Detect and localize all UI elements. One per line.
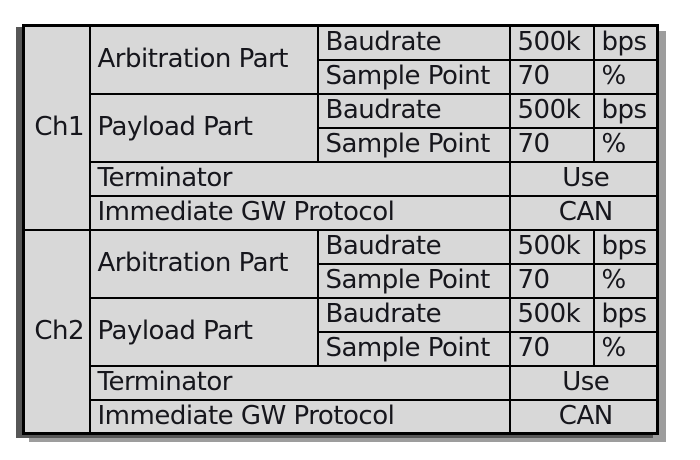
table-row: Terminator Use bbox=[24, 364, 659, 401]
terminator-value-cell: Use bbox=[508, 364, 659, 401]
can-config-table: Ch1 Arbitration Part Baudrate 500k bps S… bbox=[22, 24, 659, 435]
part-name-cell: Payload Part bbox=[88, 296, 319, 367]
table-row: Sample Point 70 % bbox=[24, 330, 659, 367]
param-value-cell: 500k bbox=[508, 24, 595, 61]
param-unit-cell: % bbox=[592, 126, 659, 163]
param-name-cell: Baudrate bbox=[316, 24, 511, 61]
param-value-cell: 70 bbox=[508, 330, 595, 367]
gw-protocol-name-cell: Immediate GW Protocol bbox=[88, 398, 511, 435]
table-row: Sample Point 70 % bbox=[24, 58, 659, 95]
gw-protocol-value-cell: CAN bbox=[508, 194, 659, 231]
param-value-cell: 70 bbox=[508, 262, 595, 299]
param-unit-cell: bps bbox=[592, 92, 659, 129]
param-value-cell: 70 bbox=[508, 126, 595, 163]
param-value-cell: 70 bbox=[508, 58, 595, 95]
part-name-cell: Arbitration Part bbox=[88, 24, 319, 95]
terminator-name-cell: Terminator bbox=[88, 364, 511, 401]
table-row: Sample Point 70 % bbox=[24, 126, 659, 163]
param-name-cell: Sample Point bbox=[316, 330, 511, 367]
param-value-cell: 500k bbox=[508, 92, 595, 129]
param-value-cell: 500k bbox=[508, 228, 595, 265]
part-name-cell: Payload Part bbox=[88, 92, 319, 163]
can-config-table-wrap: Ch1 Arbitration Part Baudrate 500k bps S… bbox=[22, 24, 659, 435]
param-name-cell: Sample Point bbox=[316, 58, 511, 95]
param-unit-cell: % bbox=[592, 58, 659, 95]
table-row: Payload Part Baudrate 500k bps bbox=[24, 296, 659, 367]
param-name-cell: Baudrate bbox=[316, 92, 511, 129]
param-unit-cell: % bbox=[592, 330, 659, 367]
table-row: Ch2 Arbitration Part Baudrate 500k bps bbox=[22, 228, 659, 435]
param-name-cell: Sample Point bbox=[316, 126, 511, 163]
param-unit-cell: bps bbox=[592, 228, 659, 265]
table-row: Immediate GW Protocol CAN bbox=[24, 398, 659, 435]
param-name-cell: Sample Point bbox=[316, 262, 511, 299]
table-row: Payload Part Baudrate 500k bps bbox=[24, 92, 659, 163]
terminator-name-cell: Terminator bbox=[88, 160, 511, 197]
part-name-cell: Arbitration Part bbox=[88, 228, 319, 299]
param-unit-cell: bps bbox=[592, 24, 659, 61]
gw-protocol-name-cell: Immediate GW Protocol bbox=[88, 194, 511, 231]
gw-protocol-value-cell: CAN bbox=[508, 398, 659, 435]
channel-cell: Ch1 bbox=[22, 24, 91, 231]
terminator-value-cell: Use bbox=[508, 160, 659, 197]
param-name-cell: Baudrate bbox=[316, 296, 511, 333]
table-row: Immediate GW Protocol CAN bbox=[24, 194, 659, 231]
param-unit-cell: % bbox=[592, 262, 659, 299]
param-name-cell: Baudrate bbox=[316, 228, 511, 265]
table-row: Sample Point 70 % bbox=[24, 262, 659, 299]
table-row: Terminator Use bbox=[24, 160, 659, 197]
param-value-cell: 500k bbox=[508, 296, 595, 333]
table-row: Ch1 Arbitration Part Baudrate 500k bps bbox=[22, 24, 659, 231]
channel-cell: Ch2 bbox=[22, 228, 91, 435]
param-unit-cell: bps bbox=[592, 296, 659, 333]
